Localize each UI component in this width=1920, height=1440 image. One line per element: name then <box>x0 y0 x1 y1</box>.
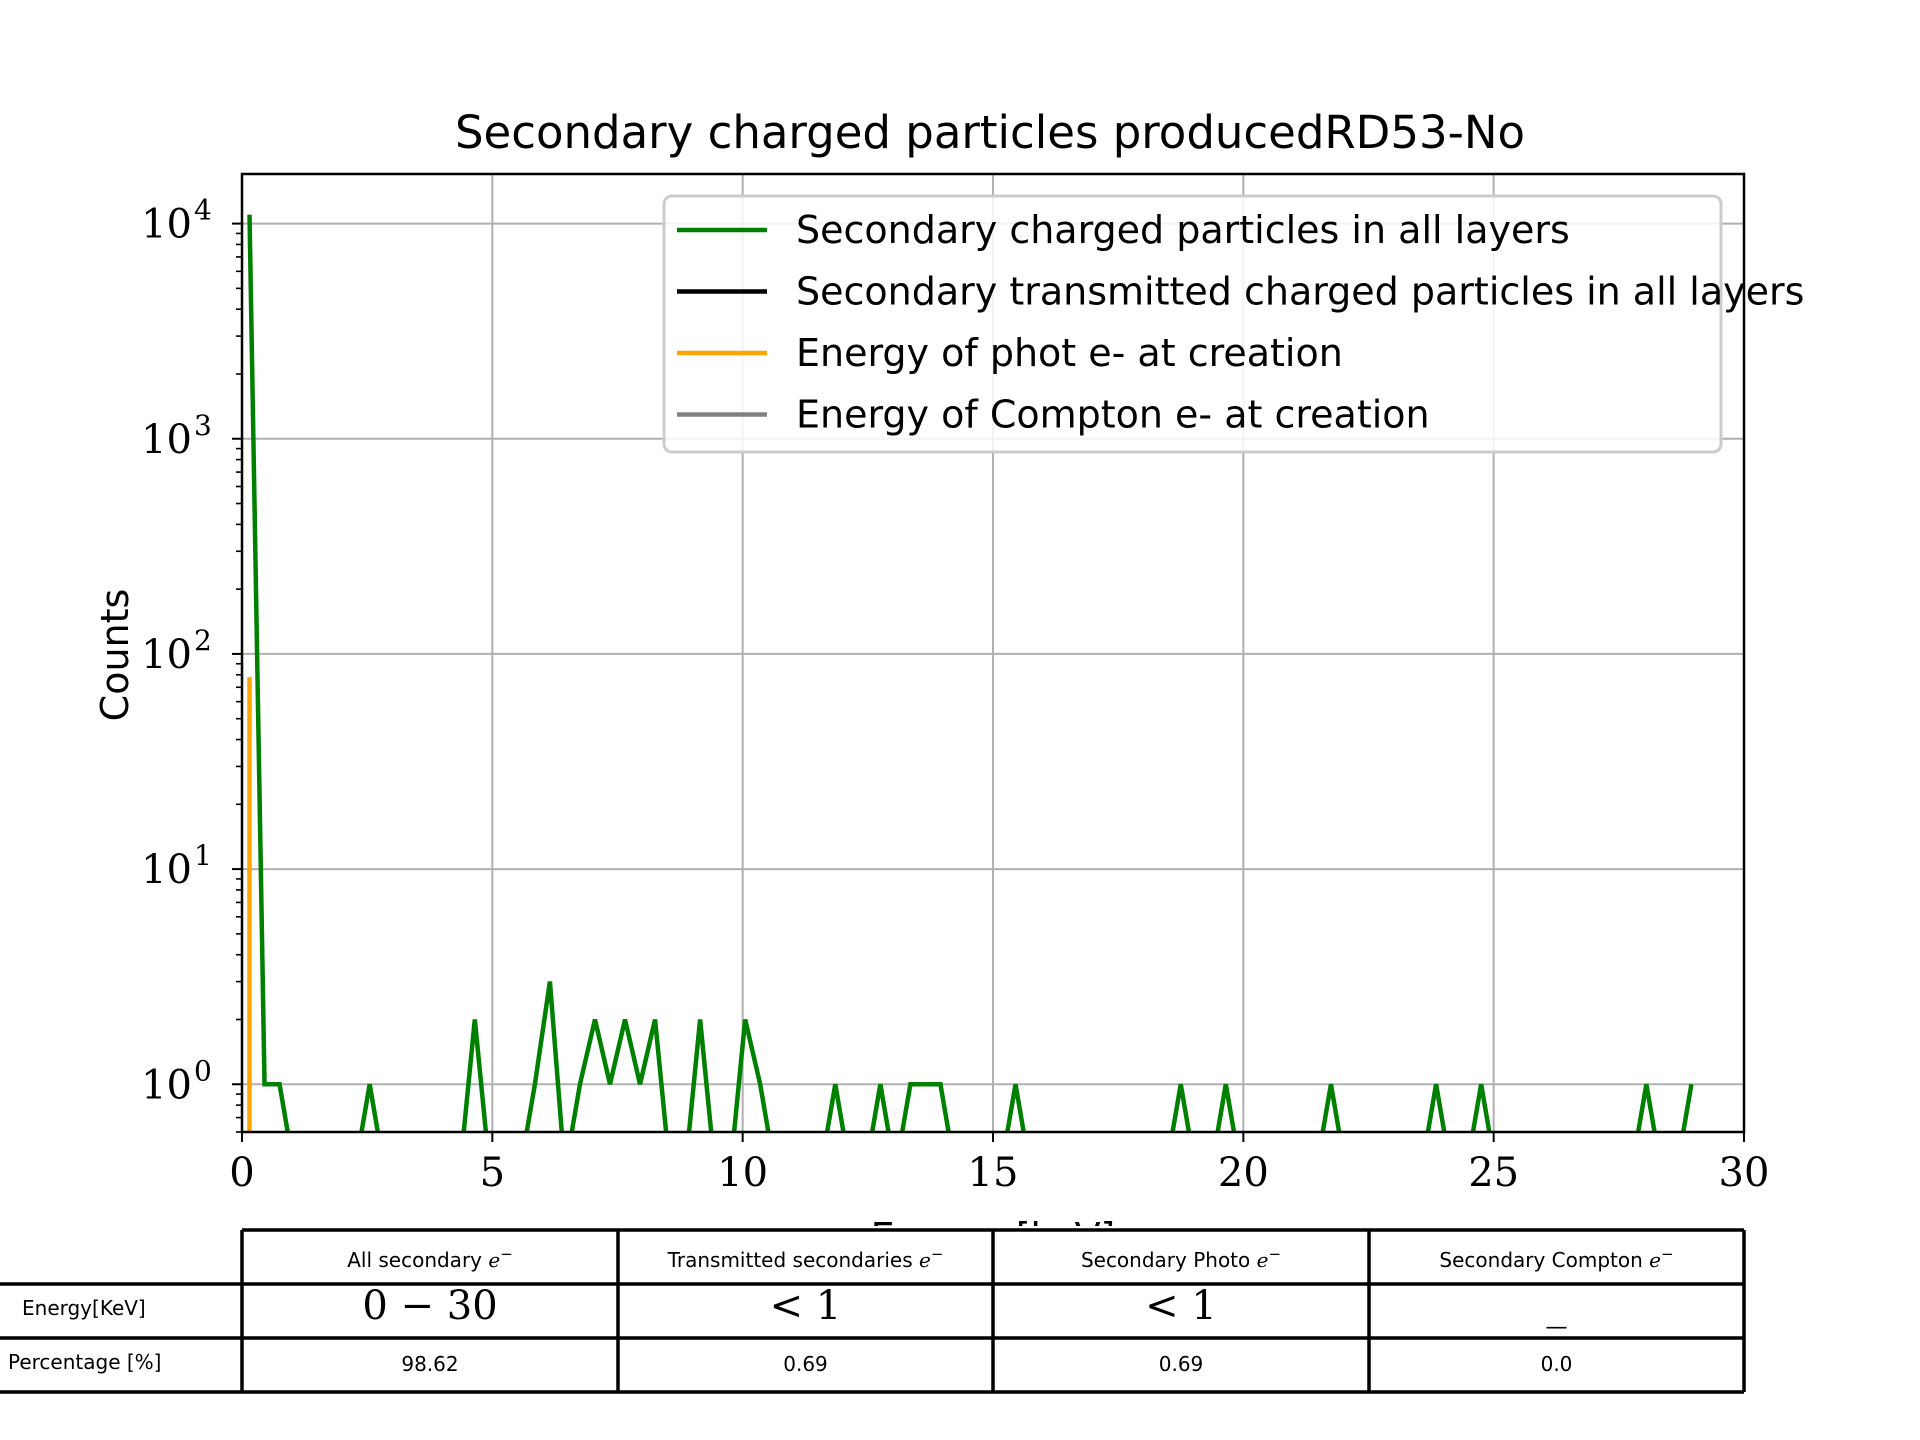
table-column-header: All secondary e− <box>347 1245 513 1272</box>
table-column-header: Secondary Compton e− <box>1439 1245 1673 1272</box>
x-tick-label: 25 <box>1468 1150 1519 1196</box>
legend-entry: Energy of Compton e- at creation <box>796 393 1430 437</box>
y-tick-exponent: 1 <box>194 839 212 872</box>
x-axis-ticks: 0 5 10 15 20 25 30 <box>229 1132 1769 1196</box>
x-tick-label: 20 <box>1218 1150 1269 1196</box>
table-white-backdrop <box>0 1226 1920 1416</box>
legend-entry: Secondary charged particles in all layer… <box>796 208 1570 252</box>
x-tick-label: 5 <box>480 1150 505 1196</box>
x-tick-label: 10 <box>717 1150 768 1196</box>
plot-series <box>247 214 1694 1132</box>
x-tick-label: 30 <box>1719 1150 1770 1196</box>
y-tick-exponent: 4 <box>194 194 212 227</box>
table-cell: 98.62 <box>401 1352 458 1376</box>
table-cell: 0.69 <box>783 1352 828 1376</box>
y-tick-exponent: 2 <box>194 624 212 657</box>
table-column-header: Transmitted secondaries e− <box>667 1245 944 1272</box>
data-table: All secondary e− Transmitted secondaries … <box>0 1226 1920 1416</box>
table-cell: 0 − 30 <box>362 1283 497 1329</box>
y-tick-label: 10 <box>141 417 192 463</box>
legend: Secondary charged particles in all layer… <box>662 194 1804 454</box>
y-tick-label: 10 <box>141 632 192 678</box>
y-tick-label: 10 <box>141 1062 192 1108</box>
legend-entry: Secondary transmitted charged particles … <box>796 270 1804 314</box>
chart-title: Secondary charged particles producedRD53… <box>455 106 1525 159</box>
y-tick-label: 10 <box>141 202 192 248</box>
table-row-label: Energy[KeV] <box>22 1296 146 1320</box>
table-cell: 0.0 <box>1541 1352 1573 1376</box>
legend-entry: Energy of phot e- at creation <box>796 331 1343 375</box>
table-cell: < 1 <box>770 1283 842 1329</box>
x-tick-label: 15 <box>968 1150 1019 1196</box>
table-row-label: Percentage [%] <box>8 1350 161 1374</box>
y-tick-label: 10 <box>141 847 192 893</box>
table-column-header: Secondary Photo e− <box>1081 1245 1281 1272</box>
table-cell: _ <box>1547 1283 1567 1329</box>
y-tick-exponent: 0 <box>194 1054 212 1087</box>
legend-box <box>662 194 1723 454</box>
table-cell: 0.69 <box>1159 1352 1204 1376</box>
table-cell: < 1 <box>1145 1283 1217 1329</box>
x-tick-label: 0 <box>229 1150 254 1196</box>
y-axis-label: Counts <box>93 589 137 722</box>
y-tick-exponent: 3 <box>194 409 212 442</box>
